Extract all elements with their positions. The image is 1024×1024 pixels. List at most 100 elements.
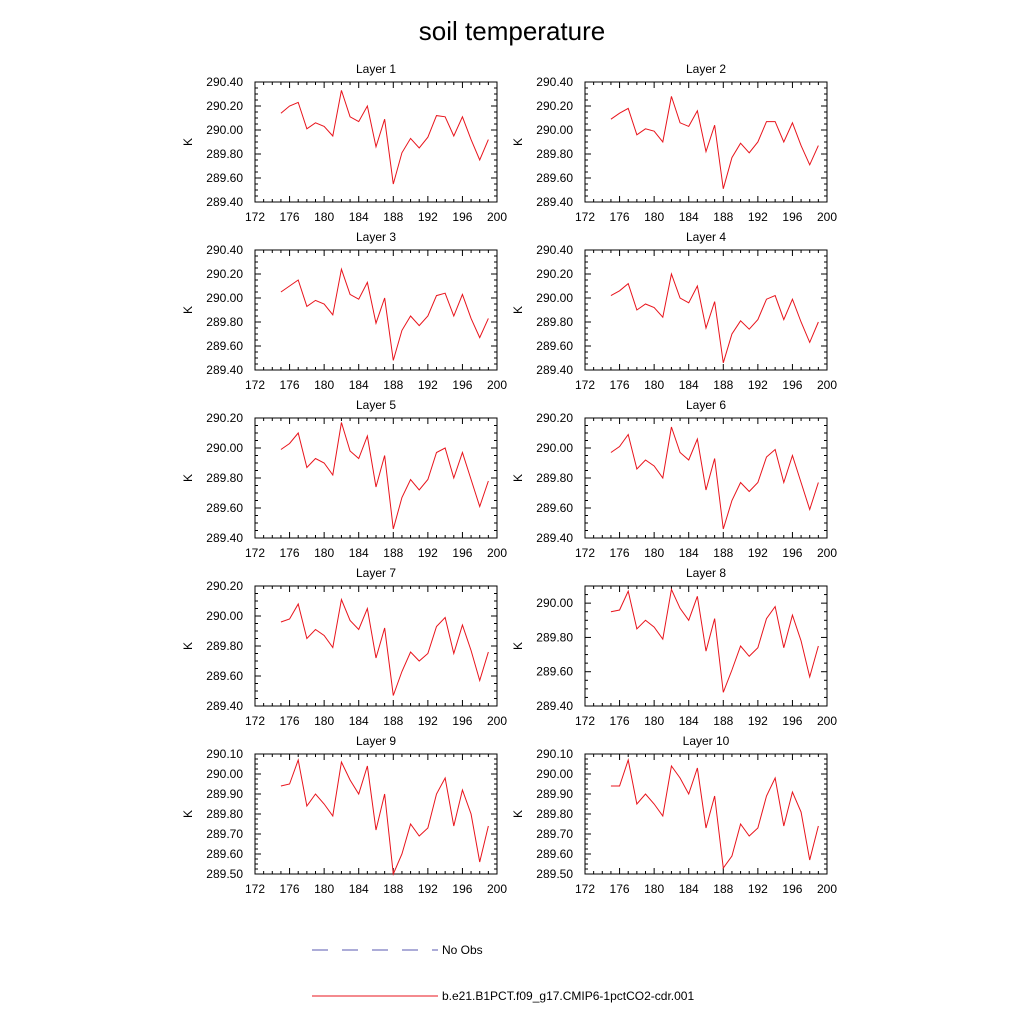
y-tick-label: 289.80 [536, 471, 573, 485]
series-line [610, 272, 819, 363]
x-tick-label: 172 [245, 714, 265, 728]
panel-title: Layer 10 [683, 734, 730, 748]
y-tick-label: 289.60 [536, 665, 573, 679]
y-tick-label: 289.70 [536, 827, 573, 841]
y-tick-label: 289.60 [536, 171, 573, 185]
y-axis-label: K [181, 642, 195, 650]
y-tick-label: 289.80 [206, 147, 243, 161]
panel-title: Layer 2 [686, 62, 726, 76]
x-tick-label: 200 [817, 714, 837, 728]
y-tick-label: 289.40 [536, 363, 573, 377]
x-tick-label: 172 [575, 378, 595, 392]
y-tick-label: 289.80 [536, 630, 573, 644]
x-tick-label: 176 [280, 378, 300, 392]
x-tick-label: 180 [314, 378, 334, 392]
x-tick-label: 180 [314, 210, 334, 224]
y-axis-label: K [181, 474, 195, 482]
plot-frame [254, 753, 498, 875]
y-tick-label: 290.20 [536, 99, 573, 113]
y-tick-label: 290.20 [206, 99, 243, 113]
x-tick-label: 188 [383, 378, 403, 392]
y-tick-label: 289.90 [536, 787, 573, 801]
y-tick-label: 289.80 [206, 471, 243, 485]
y-tick-label: 290.00 [536, 441, 573, 455]
x-tick-label: 180 [644, 546, 664, 560]
x-tick-label: 188 [383, 210, 403, 224]
x-tick-label: 184 [679, 546, 699, 560]
y-tick-label: 289.50 [536, 867, 573, 881]
x-tick-label: 196 [452, 714, 472, 728]
x-tick-label: 180 [644, 714, 664, 728]
x-tick-label: 172 [245, 546, 265, 560]
plot-frame [254, 249, 498, 371]
x-tick-label: 176 [280, 210, 300, 224]
panel-layer-2: Layer 2 172 176 180 184 188 192 196 200 289.40 289… [511, 62, 837, 224]
x-tick-label: 176 [610, 714, 630, 728]
x-tick-label: 192 [748, 210, 768, 224]
x-tick-label: 176 [280, 546, 300, 560]
y-tick-label: 290.20 [206, 267, 243, 281]
x-tick-label: 176 [610, 210, 630, 224]
x-tick-label: 180 [644, 378, 664, 392]
x-tick-label: 176 [610, 546, 630, 560]
x-tick-label: 180 [644, 882, 664, 896]
series-line [280, 422, 489, 530]
panel-title: Layer 7 [356, 566, 396, 580]
x-tick-label: 200 [487, 714, 507, 728]
series-line [280, 758, 489, 876]
x-tick-label: 192 [748, 882, 768, 896]
x-tick-label: 184 [349, 546, 369, 560]
x-tick-label: 192 [748, 546, 768, 560]
legend-label-no-obs: No Obs [442, 943, 483, 957]
x-tick-label: 200 [817, 378, 837, 392]
x-tick-label: 184 [679, 210, 699, 224]
x-tick-label: 196 [452, 378, 472, 392]
panel-layer-4: Layer 4 172 176 180 184 188 192 196 200 289.40 289… [511, 230, 837, 392]
y-tick-label: 290.00 [536, 123, 573, 137]
y-tick-label: 290.00 [206, 767, 243, 781]
panel-layer-5: Layer 5 172 176 180 184 188 192 196 200 289.40 289… [181, 398, 507, 560]
plot-frame [584, 585, 828, 707]
x-tick-label: 188 [713, 714, 733, 728]
x-tick-label: 200 [487, 546, 507, 560]
panel-title: Layer 1 [356, 62, 396, 76]
panel-title: Layer 5 [356, 398, 396, 412]
legend-label-model: b.e21.B1PCT.f09_g17.CMIP6-1pctCO2-cdr.00… [442, 989, 694, 1003]
x-tick-label: 176 [610, 378, 630, 392]
x-tick-label: 196 [452, 546, 472, 560]
panel-layer-10: Layer 10 172 176 180 184 188 192 196 200 289.50 28… [511, 734, 837, 896]
y-tick-label: 289.60 [206, 339, 243, 353]
y-tick-label: 289.40 [536, 195, 573, 209]
legend: No Obs b.e21.B1PCT.f09_g17.CMIP6-1pctCO2-… [312, 943, 694, 1003]
y-tick-label: 289.40 [206, 363, 243, 377]
x-tick-label: 200 [487, 210, 507, 224]
x-tick-label: 180 [314, 546, 334, 560]
y-tick-label: 289.40 [206, 195, 243, 209]
y-tick-label: 290.20 [206, 579, 243, 593]
y-axis-label: K [511, 642, 525, 650]
x-tick-label: 188 [383, 882, 403, 896]
y-tick-label: 289.60 [206, 847, 243, 861]
x-tick-label: 192 [418, 546, 438, 560]
y-axis-label: K [511, 138, 525, 146]
x-tick-label: 192 [748, 714, 768, 728]
y-tick-label: 290.10 [536, 747, 573, 761]
series-line [610, 426, 819, 530]
x-tick-label: 200 [487, 378, 507, 392]
y-tick-label: 289.80 [206, 807, 243, 821]
series-line [610, 587, 819, 693]
x-tick-label: 200 [487, 882, 507, 896]
x-tick-label: 188 [713, 882, 733, 896]
y-tick-label: 289.60 [206, 669, 243, 683]
x-tick-label: 176 [280, 882, 300, 896]
x-tick-label: 184 [679, 714, 699, 728]
plot-frame [584, 81, 828, 203]
y-tick-label: 290.00 [536, 291, 573, 305]
y-tick-label: 289.40 [206, 531, 243, 545]
panel-title: Layer 6 [686, 398, 726, 412]
y-axis-label: K [181, 306, 195, 314]
plot-frame [254, 81, 498, 203]
y-tick-label: 290.00 [536, 767, 573, 781]
panel-layer-9: Layer 9 172 176 180 184 188 192 196 200 289.50 289… [181, 734, 507, 896]
y-tick-label: 290.00 [206, 441, 243, 455]
